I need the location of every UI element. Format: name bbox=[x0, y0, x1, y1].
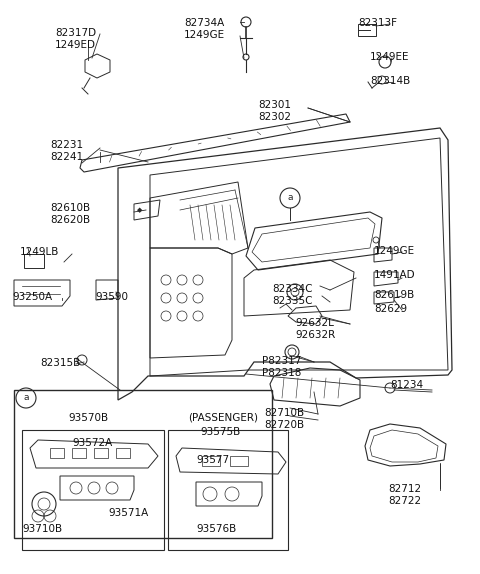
Text: 92632L: 92632L bbox=[295, 318, 334, 328]
Text: 1249ED: 1249ED bbox=[55, 40, 96, 50]
Text: 92632R: 92632R bbox=[295, 330, 335, 340]
Text: a: a bbox=[287, 193, 293, 203]
Text: P82318: P82318 bbox=[262, 368, 301, 378]
Text: 82610B: 82610B bbox=[50, 203, 90, 213]
Text: 82722: 82722 bbox=[388, 496, 421, 506]
Text: 93250A: 93250A bbox=[12, 292, 52, 302]
Text: 82241: 82241 bbox=[50, 152, 83, 162]
Text: 82335C: 82335C bbox=[272, 296, 312, 306]
Text: 93571A: 93571A bbox=[108, 508, 148, 518]
Text: (PASSENGER): (PASSENGER) bbox=[188, 413, 258, 423]
Bar bbox=[116, 448, 130, 458]
Text: 93572A: 93572A bbox=[72, 438, 112, 448]
Text: 82720B: 82720B bbox=[264, 420, 304, 430]
Text: P82317: P82317 bbox=[262, 356, 301, 366]
Text: 93576B: 93576B bbox=[196, 524, 236, 534]
Text: 93590: 93590 bbox=[95, 292, 128, 302]
Text: 82734A: 82734A bbox=[184, 18, 224, 28]
Text: a: a bbox=[23, 394, 29, 402]
Text: 82710B: 82710B bbox=[264, 408, 304, 418]
Bar bbox=[22, 430, 164, 550]
Bar bbox=[14, 390, 272, 538]
Text: 1249LB: 1249LB bbox=[20, 247, 60, 257]
Bar bbox=[50, 448, 64, 458]
Text: 93710B: 93710B bbox=[22, 524, 62, 534]
Text: 82619B: 82619B bbox=[374, 290, 414, 300]
Text: 82712: 82712 bbox=[388, 484, 421, 494]
Text: 1491AD: 1491AD bbox=[374, 270, 416, 280]
Text: 82315B: 82315B bbox=[40, 358, 80, 368]
Text: 82620B: 82620B bbox=[50, 215, 90, 225]
Text: 82301: 82301 bbox=[258, 100, 291, 110]
Text: 82313F: 82313F bbox=[358, 18, 397, 28]
Text: 81234: 81234 bbox=[390, 380, 423, 390]
Text: 93570B: 93570B bbox=[68, 413, 108, 423]
Text: 82302: 82302 bbox=[258, 112, 291, 122]
Text: 82317D: 82317D bbox=[55, 28, 96, 38]
Bar bbox=[230, 456, 248, 466]
Text: 82314B: 82314B bbox=[370, 76, 410, 86]
Bar bbox=[72, 448, 86, 458]
Bar bbox=[94, 448, 108, 458]
Text: 82334C: 82334C bbox=[272, 284, 312, 294]
Bar bbox=[202, 456, 220, 466]
Text: 82231: 82231 bbox=[50, 140, 83, 150]
Text: 1249EE: 1249EE bbox=[370, 52, 409, 62]
Text: 93575B: 93575B bbox=[200, 427, 240, 437]
Text: 93577: 93577 bbox=[196, 455, 229, 465]
Text: 1249GE: 1249GE bbox=[374, 246, 415, 256]
Bar bbox=[168, 430, 288, 550]
Text: ◆: ◆ bbox=[137, 207, 143, 213]
Text: 82629: 82629 bbox=[374, 304, 407, 314]
Bar bbox=[358, 24, 376, 36]
Text: 1249GE: 1249GE bbox=[184, 30, 225, 40]
